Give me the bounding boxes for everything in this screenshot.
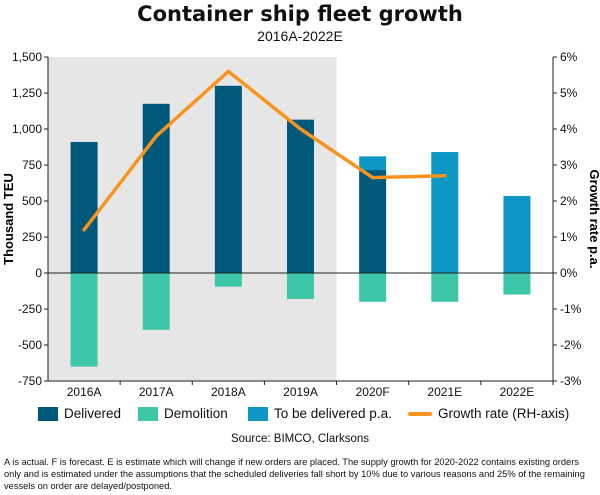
chart: -750 -500 -250 0 250 500 750 1,000 1,250 1,500 -3%… <box>1 50 600 399</box>
delivered-bar-2019a <box>287 119 314 273</box>
left-tick-label: -500 <box>18 338 42 352</box>
y2-axis-title: Growth rate p.a. <box>587 170 600 269</box>
left-tick-label: 1,500 <box>12 50 42 64</box>
x-tick-label: 2017A <box>139 385 174 399</box>
legend: Delivered Demolition To be delivered p.a… <box>0 402 600 428</box>
legend-label-to-be-delivered: To be delivered p.a. <box>274 406 392 421</box>
legend-swatch-demolition <box>138 406 158 421</box>
source-note: Source: BIMCO, Clarksons <box>230 433 370 445</box>
demolition-bar-2022e <box>503 273 531 295</box>
delivered-bar-2017a <box>142 103 170 273</box>
demolition-bar-2019a <box>287 273 314 299</box>
demolition-bar-2021e <box>431 273 459 302</box>
legend-label-growth-rate: Growth rate (RH-axis) <box>438 406 570 421</box>
legend-swatch-growth-rate <box>408 411 432 416</box>
growth-rate-point-2017a <box>155 135 157 137</box>
demolition-bar-2016a <box>70 273 98 367</box>
delivered-bar-2020f <box>359 170 387 273</box>
to-be-delivered-bar-2021e <box>431 152 459 273</box>
x-tick-label: 2020F <box>356 385 390 399</box>
delivered-bar-2018a <box>214 85 242 273</box>
right-tick-label: 1% <box>560 230 578 244</box>
growth-rate-point-2018a <box>227 70 229 72</box>
y-axis-title: Thousand TEU <box>1 173 16 265</box>
legend-label-delivered: Delivered <box>64 406 122 421</box>
legend-swatch-delivered <box>38 406 58 421</box>
legend-item-delivered: Delivered <box>38 406 121 421</box>
x-tick-label: 2022E <box>500 385 535 399</box>
growth-rate-point-2020f <box>372 177 374 179</box>
demolition-bar-2018a <box>214 273 242 287</box>
right-tick-label: 5% <box>560 86 578 100</box>
growth-rate-line <box>82 69 447 232</box>
footnote: A is actual. F is forecast. E is estimat… <box>4 457 585 491</box>
demolition-bar-2017a <box>142 273 170 330</box>
legend-label-demolition: Demolition <box>164 406 228 421</box>
right-tick-label: 4% <box>560 122 578 136</box>
right-tick-label: 3% <box>560 158 578 172</box>
left-tick-label: 250 <box>22 230 42 244</box>
growth-rate-point-2021e <box>444 175 446 177</box>
left-tick-label: 750 <box>22 158 42 172</box>
left-tick-label: 0 <box>35 266 42 280</box>
growth-rate-point-2016a <box>83 229 85 231</box>
right-tick-label: -3% <box>560 374 582 388</box>
chart-subtitle: 2016A-2022E <box>257 28 343 44</box>
left-tick-label: -250 <box>18 302 42 316</box>
legend-swatch-to-be-delivered <box>248 406 268 421</box>
left-tick-label: 1,000 <box>12 122 42 136</box>
legend-item-to-be-delivered: To be delivered p.a. <box>248 406 392 421</box>
x-tick-label: 2016A <box>67 385 102 399</box>
left-tick-label: -750 <box>18 374 42 388</box>
chart-title: Container ship fleet growth <box>137 2 463 26</box>
right-tick-label: 6% <box>560 50 578 64</box>
x-tick-label: 2021E <box>427 385 462 399</box>
to-be-delivered-bar-2022e <box>503 195 531 273</box>
demolition-bar-2020f <box>359 273 387 302</box>
left-tick-label: 1,250 <box>12 86 42 100</box>
left-tick-label: 500 <box>22 194 42 208</box>
to-be-delivered-bar-2020f <box>359 156 387 171</box>
right-tick-label: -2% <box>560 338 582 352</box>
x-tick-label: 2018A <box>211 385 246 399</box>
right-tick-label: 0% <box>560 266 578 280</box>
legend-item-demolition: Demolition <box>138 406 228 421</box>
x-tick-label: 2019A <box>283 385 318 399</box>
right-tick-label: -1% <box>560 302 582 316</box>
legend-item-growth-rate: Growth rate (RH-axis) <box>408 406 569 421</box>
delivered-bar-2016a <box>70 141 98 273</box>
growth-rate-point-2019a <box>300 128 301 130</box>
right-tick-label: 2% <box>560 194 578 208</box>
